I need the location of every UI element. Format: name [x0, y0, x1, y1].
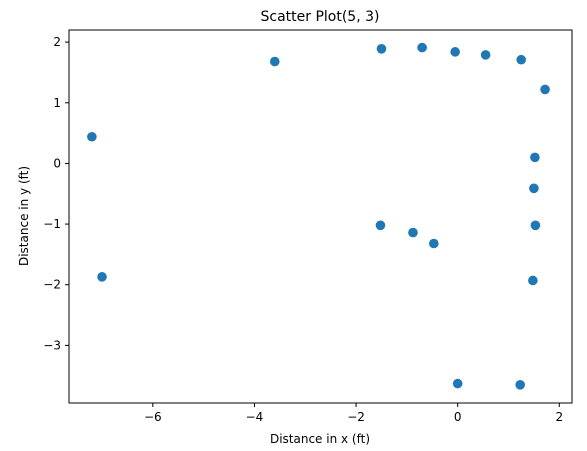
scatter-point — [529, 183, 539, 194]
x-tick-label: 0 — [454, 410, 462, 424]
scatter-point — [528, 275, 538, 286]
scatter-point — [452, 378, 463, 389]
scatter-point — [429, 238, 439, 249]
scatter-point — [530, 220, 541, 231]
y-tick-label: 1 — [53, 96, 61, 110]
x-tick-label: 2 — [555, 410, 563, 424]
chart-title: Scatter Plot(5, 3) — [261, 9, 380, 25]
axis-ticks-layer: −6 −4 −2 0 2 −3 −2 −1 0 1 2 — [43, 35, 563, 424]
plot-area-frame — [68, 29, 573, 404]
scatter-point — [450, 47, 460, 57]
y-tick-label: 2 — [53, 35, 61, 49]
scatter-point — [515, 380, 525, 390]
data-points-layer — [87, 42, 550, 390]
scatter-point — [375, 220, 386, 231]
y-tick-label: −2 — [43, 278, 61, 292]
x-tick-label: −4 — [246, 410, 264, 424]
scatter-point — [269, 56, 280, 67]
scatter-point — [87, 131, 97, 142]
scatter-point — [417, 42, 427, 53]
scatter-point — [516, 54, 526, 65]
scatter-point — [408, 227, 418, 238]
y-tick-label: −3 — [43, 338, 61, 352]
y-axis-label: Distance in y (ft) — [17, 166, 31, 266]
scatter-point — [530, 152, 540, 163]
scatter-point — [540, 84, 550, 95]
x-tick-label: −6 — [144, 410, 162, 424]
scatter-point — [376, 44, 387, 54]
x-axis-label: Distance in x (ft) — [270, 432, 370, 446]
scatter-point — [480, 50, 491, 60]
x-tick-label: −2 — [347, 410, 365, 424]
y-tick-label: 0 — [53, 156, 61, 170]
scatter-point — [97, 272, 107, 282]
y-tick-label: −1 — [43, 217, 61, 231]
